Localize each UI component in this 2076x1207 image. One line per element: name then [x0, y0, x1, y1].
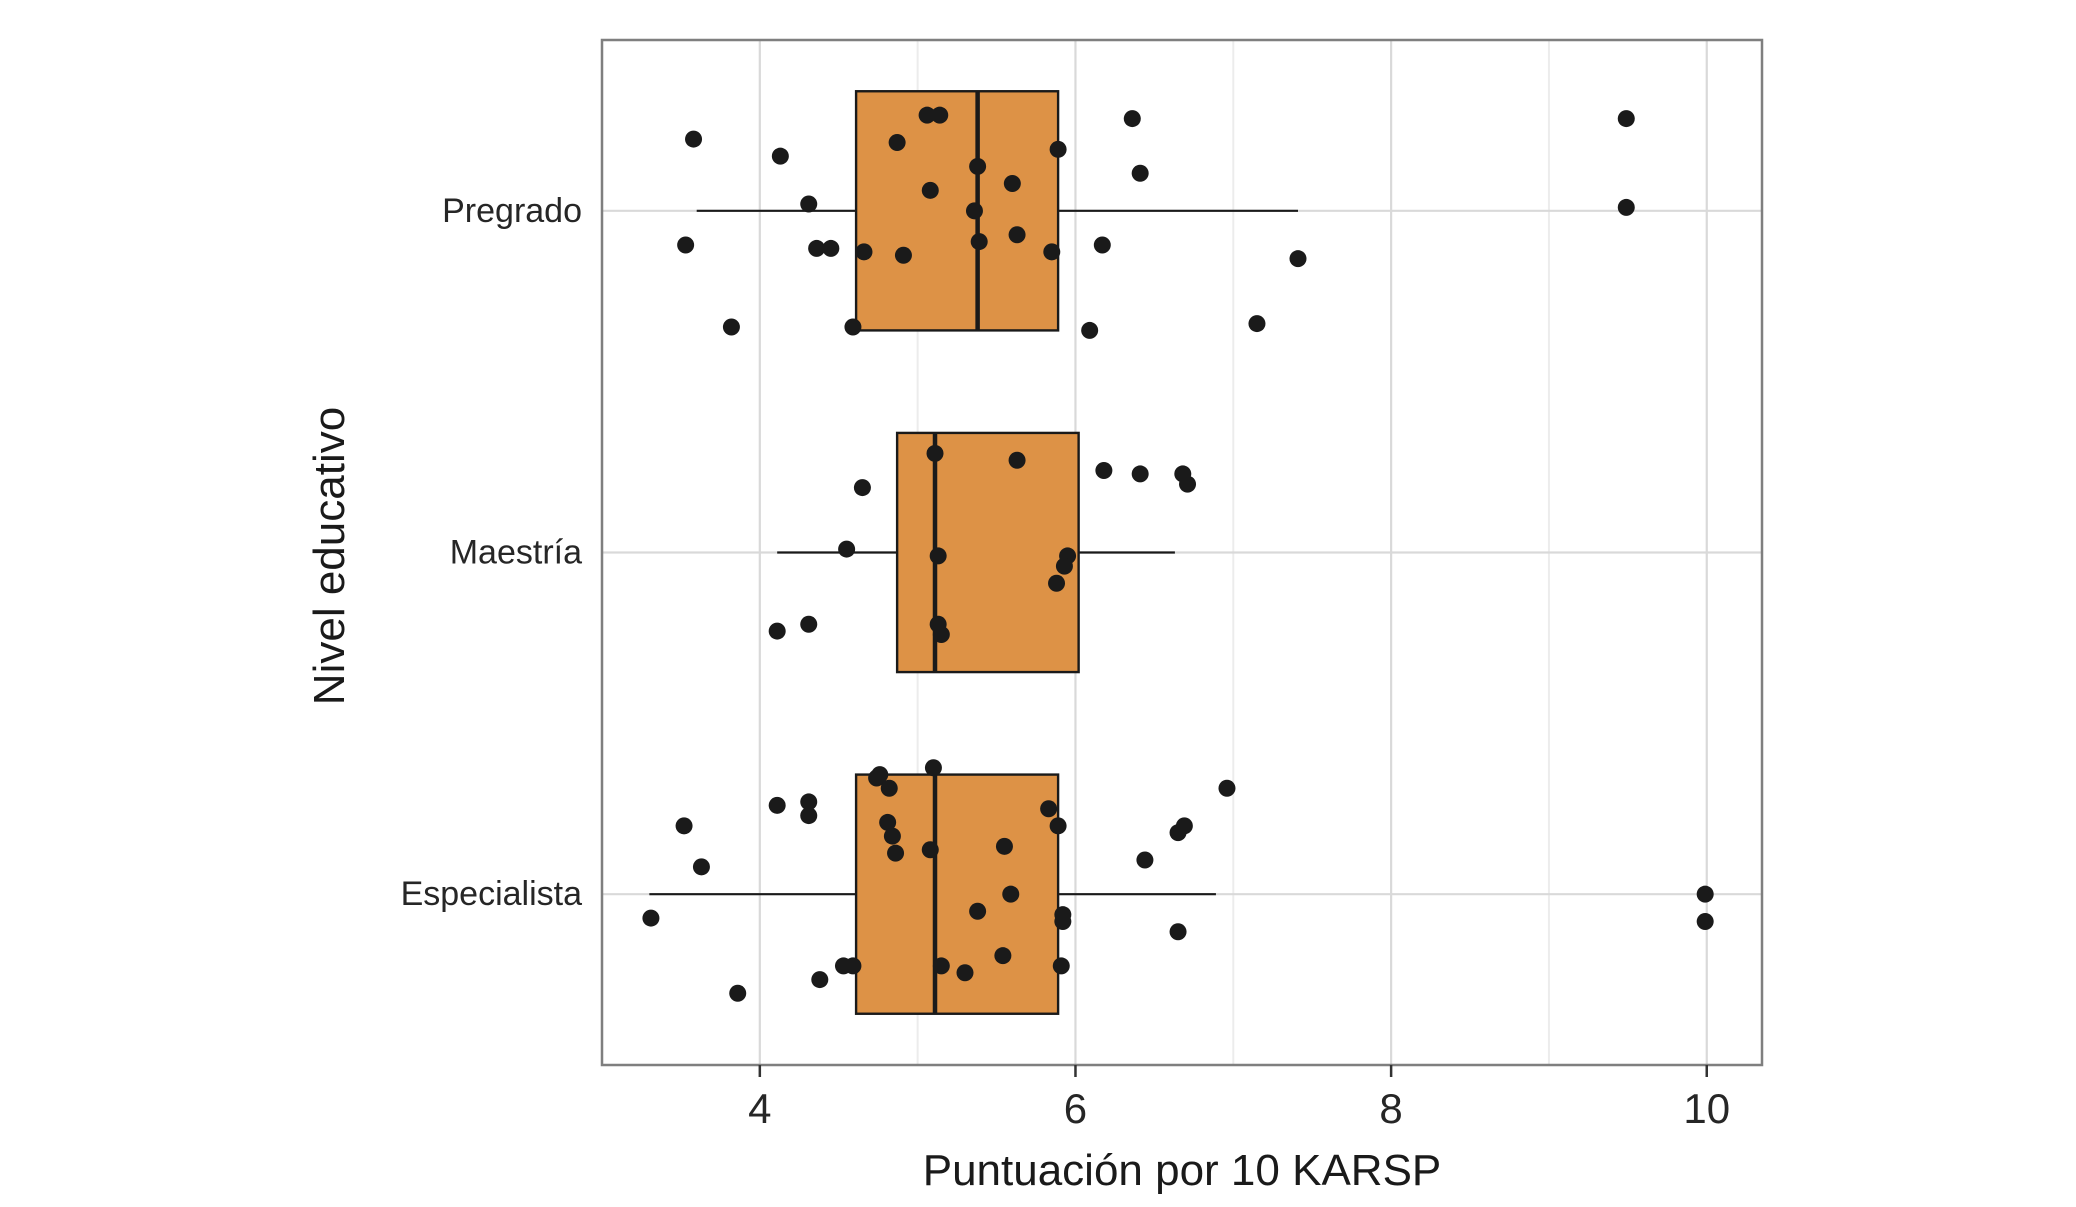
x-tick-label: 8 [1379, 1085, 1402, 1132]
y-tick-label: Pregrado [442, 192, 582, 230]
data-point [883, 827, 901, 845]
box [895, 431, 1080, 674]
data-point [879, 813, 897, 831]
data-point [894, 246, 912, 264]
data-point [1136, 851, 1154, 869]
data-point [1040, 800, 1058, 818]
data-point [800, 615, 818, 633]
data-point [929, 547, 947, 565]
x-tick-label: 4 [748, 1085, 771, 1132]
data-point [853, 479, 871, 497]
data-point [722, 318, 740, 336]
box [854, 773, 1060, 1015]
data-point [1043, 243, 1061, 261]
data-point [1003, 175, 1021, 192]
data-point [1289, 250, 1307, 268]
data-point [844, 957, 862, 975]
y-tick-label: Especialista [401, 875, 583, 913]
data-point [1093, 236, 1111, 254]
data-point [692, 858, 710, 876]
box-series-1 [777, 431, 1175, 674]
data-point [965, 202, 983, 220]
data-point [994, 947, 1012, 965]
x-axis-title: Puntuación por 10 KARSP [922, 1146, 1442, 1195]
data-point [1081, 321, 1099, 339]
y-tick-label: Maestría [450, 534, 582, 572]
data-point [811, 971, 829, 989]
box [854, 90, 1060, 332]
box-series-0 [696, 90, 1298, 332]
data-point [1696, 913, 1714, 930]
data-point [1131, 465, 1149, 483]
data-point [800, 793, 818, 811]
data-point [931, 106, 949, 124]
data-point [969, 157, 987, 175]
jitter-points-0 [677, 106, 1635, 339]
data-point [1048, 574, 1066, 592]
data-point [1248, 315, 1266, 333]
data-point [1008, 451, 1026, 469]
data-point [921, 841, 939, 859]
jitter-points-1 [768, 444, 1197, 643]
data-point [1055, 557, 1073, 575]
data-point [1049, 817, 1067, 835]
data-point [642, 909, 660, 927]
data-point [921, 181, 939, 199]
data-point [1131, 164, 1149, 182]
data-point [1617, 110, 1635, 128]
data-point [822, 239, 840, 257]
data-point [729, 984, 747, 1002]
data-point [1054, 913, 1072, 930]
data-point [675, 817, 693, 835]
jitter-points-2 [642, 759, 1714, 1002]
data-point [970, 233, 988, 251]
panel-border [600, 38, 1764, 1067]
data-point [1052, 957, 1070, 975]
data-point [771, 147, 789, 165]
data-point [871, 766, 889, 784]
data-point [1095, 462, 1113, 479]
data-point [1123, 110, 1141, 128]
data-point [844, 318, 862, 336]
data-point [956, 964, 974, 982]
x-tick-label: 6 [1064, 1085, 1087, 1132]
data-point [932, 957, 950, 975]
data-point [1169, 923, 1187, 941]
data-point [1218, 779, 1236, 797]
data-point [1179, 475, 1197, 493]
data-point [768, 622, 786, 640]
data-point [918, 106, 936, 124]
data-point [808, 239, 826, 257]
data-point [969, 902, 987, 920]
x-tick-label: 10 [1683, 1085, 1730, 1132]
data-point [1049, 140, 1067, 158]
y-axis-title: Nivel educativo [305, 406, 354, 706]
data-point [768, 796, 786, 814]
data-point [887, 844, 905, 862]
data-point [1175, 817, 1193, 835]
data-point [880, 779, 898, 797]
data-point [1617, 198, 1635, 216]
data-point [1008, 226, 1026, 244]
data-point [685, 130, 703, 148]
data-point [677, 236, 695, 254]
data-point [800, 195, 818, 213]
data-point [855, 243, 873, 261]
data-point [838, 540, 856, 558]
data-point [800, 807, 818, 825]
data-point [932, 626, 950, 643]
data-point [1002, 885, 1020, 903]
data-point [1696, 885, 1714, 903]
data-point [995, 837, 1013, 855]
data-point [888, 134, 906, 151]
x-axis-ticks: 4 6 8 10 [748, 1065, 1730, 1132]
data-point [924, 759, 942, 777]
data-point [926, 444, 944, 462]
